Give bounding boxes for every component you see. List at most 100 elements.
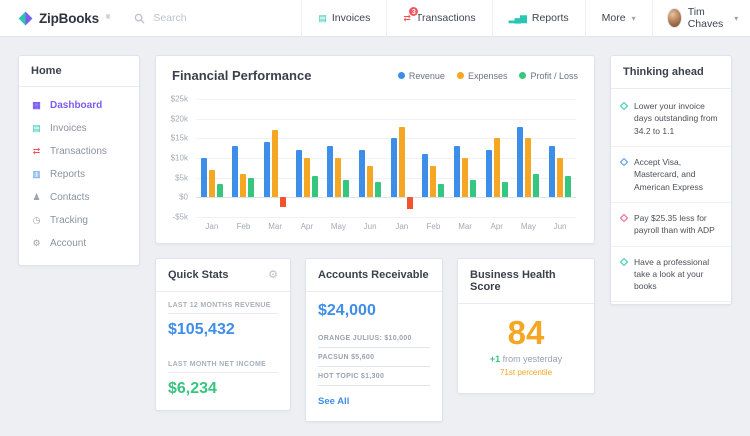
search-icon <box>135 13 145 24</box>
expenses-bar <box>525 138 532 198</box>
expenses-bar <box>462 158 469 198</box>
gear-icon[interactable]: ⚙ <box>268 268 278 281</box>
revenue-bar <box>422 154 429 198</box>
sidebar-home[interactable]: Home <box>19 56 139 87</box>
bar-group-apr-3 <box>295 99 318 217</box>
expenses-bar <box>272 130 279 198</box>
sidebar-item-label: Invoices <box>50 123 87 134</box>
bar-group-mar-2 <box>264 99 287 217</box>
y-tick-label: $25k <box>170 94 188 104</box>
suggestion-item[interactable]: Accept Visa, Mastercard, and American Ex… <box>611 147 731 203</box>
y-tick-label: $20k <box>170 114 188 124</box>
gridline <box>196 138 576 140</box>
stat-label: LAST 12 MONTHS REVENUE <box>168 302 278 314</box>
bar-group-may-10 <box>517 99 540 217</box>
business-health-body: 84 +1 from yesterday 71st percentile <box>458 304 594 393</box>
business-health-card: Business Health Score 84 +1 from yesterd… <box>457 258 595 394</box>
revenue-bar <box>264 142 271 198</box>
search-input[interactable] <box>151 11 302 25</box>
gridline <box>196 177 576 179</box>
reports-icon: ▥ <box>32 169 41 179</box>
chevron-down-icon: ▾ <box>631 13 636 23</box>
percentile-label: 71st percentile <box>499 367 553 377</box>
x-tick-label: Jan <box>205 222 219 231</box>
see-all-link[interactable]: See All <box>318 396 350 407</box>
sidebar: Home ▦ Dashboard ▤ Invoices ⇄ Transactio… <box>18 55 140 266</box>
nav-item-reports[interactable]: ▂▄▆ Reports <box>491 0 585 37</box>
revenue-bar <box>327 146 334 198</box>
x-tick-label: Jun <box>553 222 567 231</box>
nav-item-label: Invoices <box>331 12 371 24</box>
gridline <box>196 118 576 120</box>
chart-plot <box>196 99 576 218</box>
main-content: Financial Performance Revenue Expenses <box>155 55 595 422</box>
sidebar-item-label: Reports <box>50 169 86 180</box>
account-icon: ⚙ <box>32 238 41 248</box>
bar-group-feb-1 <box>232 99 255 217</box>
brand[interactable]: ZipBooks ® <box>18 11 110 26</box>
notification-badge: 3 <box>408 5 420 17</box>
suggestion-item[interactable]: Pay $25.35 less for payroll than with AD… <box>611 203 731 247</box>
chart-header: Financial Performance Revenue Expenses <box>156 56 594 91</box>
legend-label: Profit / Loss <box>530 70 578 81</box>
profit-loss-bar <box>470 179 477 198</box>
nav-item-invoices[interactable]: ▤ Invoices <box>301 0 386 37</box>
score-delta-line: +1 from yesterday <box>470 354 582 364</box>
revenue-bar <box>390 138 397 198</box>
legend-label: Expenses <box>467 70 508 81</box>
sidebar-item-reports[interactable]: ▥ Reports <box>19 163 139 186</box>
expenses-bar <box>303 158 310 198</box>
legend-dot <box>519 72 527 79</box>
search <box>134 11 302 25</box>
sidebar-item-account[interactable]: ⚙ Account <box>19 232 139 255</box>
thinking-ahead-header: Thinking ahead <box>611 56 731 89</box>
sidebar-item-transactions[interactable]: ⇄ Transactions <box>19 140 139 163</box>
expenses-bar <box>398 126 405 198</box>
profit-loss-bar <box>343 179 350 198</box>
sidebar-item-label: Transactions <box>50 146 107 157</box>
stat-label: LAST MONTH NET INCOME <box>168 361 278 373</box>
expenses-bar <box>240 173 247 198</box>
user-menu[interactable]: Tim Chaves ▾ <box>651 0 750 37</box>
revenue-bar <box>517 126 524 198</box>
x-tick-label: May <box>330 222 347 231</box>
stat-net-income: LAST MONTH NET INCOME $6,234 <box>156 351 290 410</box>
x-tick-label: Feb <box>426 222 441 231</box>
revenue-bar <box>295 150 302 198</box>
y-tick-label: $5k <box>175 173 188 183</box>
transactions-icon-wrap: ⇄ 3 <box>403 5 420 23</box>
bars-row <box>196 99 576 217</box>
gridline <box>196 99 576 100</box>
gridline <box>196 197 576 199</box>
profit-loss-bar <box>375 181 382 198</box>
profit-loss-bar <box>565 175 572 198</box>
nav-item-label: Reports <box>531 12 569 24</box>
health-score-value: 84 <box>507 314 545 351</box>
nav-item-transactions[interactable]: ⇄ 3 Transactions <box>386 0 491 37</box>
suggestion-text: Pay $25.35 less for payroll than with AD… <box>634 212 715 236</box>
sidebar-item-invoices[interactable]: ▤ Invoices <box>19 117 139 140</box>
avatar <box>666 8 682 28</box>
revenue-bar <box>359 150 366 198</box>
expenses-bar <box>557 158 564 198</box>
score-delta-text: from yesterday <box>502 353 563 364</box>
sidebar-item-tracking[interactable]: ◷ Tracking <box>19 209 139 232</box>
gridline <box>196 158 576 159</box>
nav-item-label: More <box>601 12 626 24</box>
profit-loss-bar <box>501 181 508 198</box>
receivable-total: $24,000 <box>318 302 376 319</box>
profit-loss-bar <box>311 175 318 198</box>
bar-group-jun-5 <box>359 99 382 217</box>
suggestion-item[interactable]: Lower your invoice days outstanding from… <box>611 91 731 147</box>
nav-item-more[interactable]: More ▾ <box>584 0 652 37</box>
y-tick-label: $0 <box>179 192 188 202</box>
legend-label: Revenue <box>408 70 445 81</box>
transactions-icon: ⇄ <box>32 146 41 156</box>
sidebar-item-contacts[interactable]: ♟ Contacts <box>19 186 139 209</box>
topbar: ZipBooks ® ▤ Invoices ⇄ 3 Tra <box>0 0 750 37</box>
sidebar-item-label: Account <box>50 238 87 249</box>
sidebar-item-dashboard[interactable]: ▦ Dashboard <box>19 94 139 117</box>
profit-loss-bar <box>248 177 255 198</box>
accounts-receivable-header: Accounts Receivable <box>306 259 442 292</box>
suggestion-item[interactable]: Have a professional take a look at your … <box>611 247 731 303</box>
